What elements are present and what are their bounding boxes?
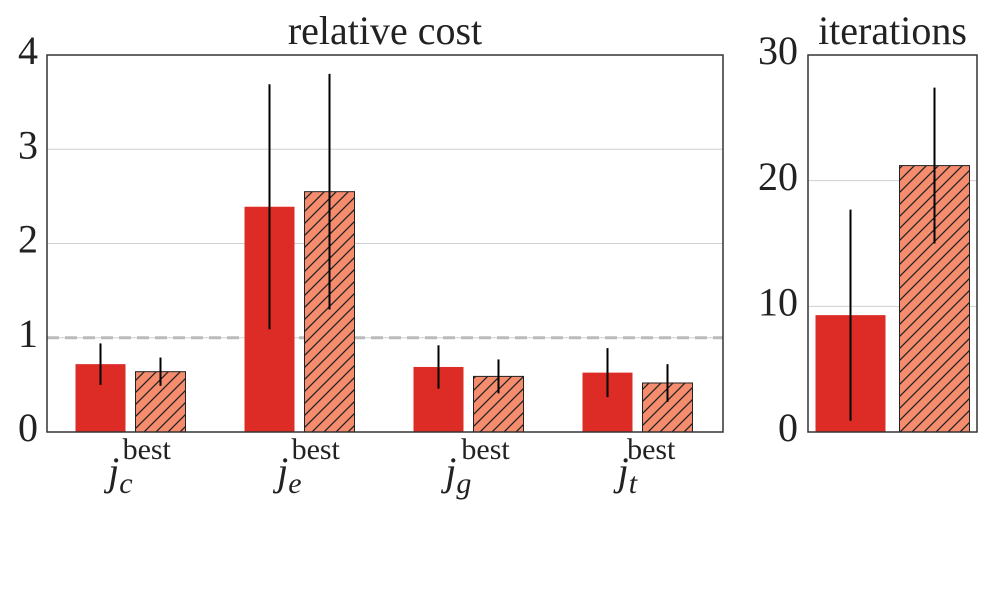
label-sub: t	[629, 467, 638, 500]
label-sub: e	[288, 467, 301, 500]
y-tick-label: 1	[18, 311, 38, 356]
y-tick-label: 3	[18, 122, 38, 167]
label-base: j	[613, 449, 629, 494]
y-tick-label: 30	[758, 28, 798, 73]
x-tick-label: jtbest	[613, 433, 676, 500]
label-base: j	[272, 449, 288, 494]
label-sup: best	[123, 433, 172, 466]
axes-frame	[807, 54, 978, 433]
y-tick-label: 0	[778, 405, 798, 450]
y-tick-label: 10	[758, 280, 798, 325]
y-tick-label: 2	[18, 217, 38, 262]
chart-title: relative cost	[288, 8, 482, 53]
label-sub: g	[456, 467, 471, 500]
x-tick-label: jebest	[272, 433, 340, 500]
y-tick-label: 20	[758, 154, 798, 199]
bar-hatch	[304, 191, 355, 433]
chart-title: iterations	[818, 8, 967, 53]
y-tick-label: 0	[18, 405, 38, 450]
label-sup: best	[461, 433, 510, 466]
label-sup: best	[292, 433, 341, 466]
x-tick-label: jcbest	[103, 433, 171, 500]
y-tick-label: 4	[18, 28, 38, 73]
label-base: j	[103, 449, 119, 494]
label-sup: best	[627, 433, 676, 466]
x-tick-label: jgbest	[440, 433, 510, 500]
label-base: j	[440, 449, 456, 494]
axes-frame	[46, 54, 724, 433]
label-sub: c	[119, 467, 132, 500]
